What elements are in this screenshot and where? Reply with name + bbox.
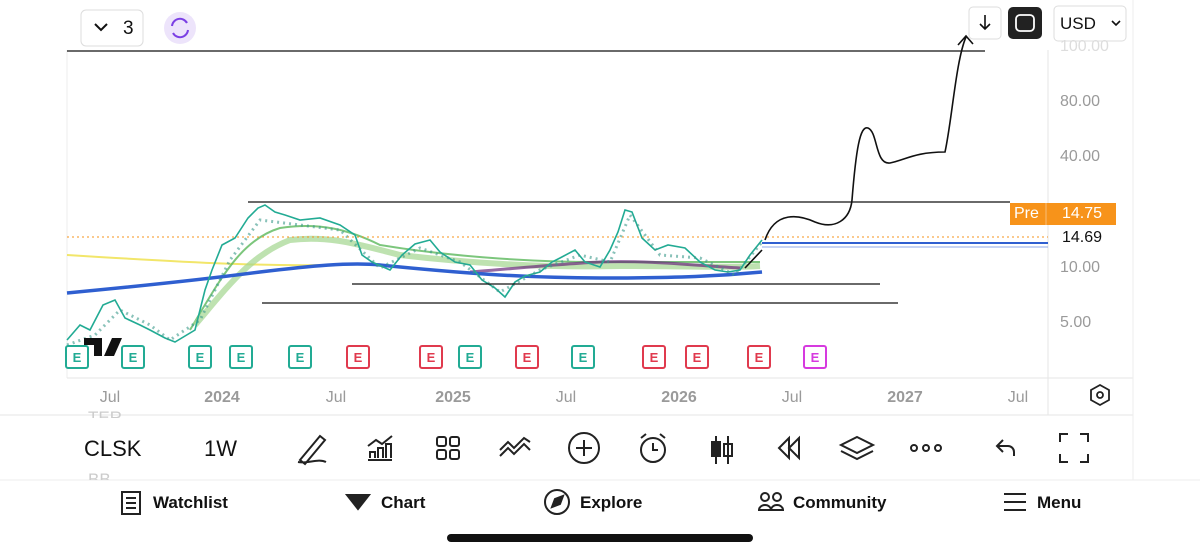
price-label: 10.00 (1060, 259, 1101, 276)
time-label: Jul (555, 389, 577, 406)
earnings-marker[interactable]: E (229, 345, 253, 369)
earnings-marker[interactable]: E (121, 345, 145, 369)
chevron (1111, 20, 1121, 27)
arrow-head (957, 34, 974, 46)
community-icon[interactable] (760, 492, 770, 502)
layout-tool[interactable] (436, 436, 447, 447)
earnings-marker[interactable]: E (515, 345, 539, 369)
interval[interactable]: 1W (204, 436, 237, 461)
add-tool[interactable] (568, 432, 600, 464)
sync-button[interactable] (164, 12, 196, 44)
ma-line (66, 262, 763, 295)
add-tool (576, 440, 592, 456)
chevron (94, 23, 108, 32)
earnings-marker[interactable]: E (288, 345, 312, 369)
menu-icon[interactable] (1004, 493, 1026, 511)
replay-tool[interactable] (777, 435, 800, 461)
candle-tool (711, 441, 721, 457)
nav-item[interactable]: Menu (1037, 493, 1082, 512)
layout-count: 3 (123, 18, 134, 39)
earnings-marker[interactable]: E (65, 345, 89, 369)
candles (66, 212, 764, 347)
alert-tool (640, 433, 666, 451)
toolbar-icons (297, 432, 1089, 466)
price-label: 80.00 (1060, 93, 1101, 110)
earnings-marker[interactable]: E (571, 345, 595, 369)
earnings-marker[interactable]: E (188, 345, 212, 369)
undo-tool[interactable] (995, 439, 1015, 456)
price-label: 5.00 (1060, 314, 1092, 331)
nav-item[interactable]: Community (793, 493, 887, 512)
pre-price-box (1010, 203, 1116, 225)
time-label: Jul (1007, 389, 1029, 406)
time-label: 2026 (661, 389, 697, 406)
indicators-tool[interactable] (367, 435, 393, 461)
settings-icon (1096, 391, 1104, 399)
fullscreen-icon (1015, 14, 1035, 32)
settings-icon[interactable] (1090, 383, 1110, 407)
price-label: 40.00 (1060, 148, 1101, 165)
currency-button[interactable] (1053, 5, 1127, 42)
earnings-marker[interactable]: E (642, 345, 666, 369)
explore-icon (550, 494, 565, 509)
symbol[interactable]: CLSK (84, 436, 142, 461)
faded-symbol: TER (88, 408, 122, 418)
community-icon (757, 504, 785, 511)
candle-tool (723, 443, 733, 457)
earnings-marker[interactable]: E (458, 345, 482, 369)
community-icon (772, 492, 782, 502)
currency: USD (1060, 14, 1096, 33)
layout-tool (436, 449, 447, 460)
compare-tool[interactable] (499, 436, 531, 457)
watchlist-icon[interactable] (121, 491, 141, 515)
draw-tool[interactable] (297, 434, 327, 466)
layout-tool (449, 436, 460, 447)
last-price: 14.69 (1062, 229, 1103, 246)
time-label: 2027 (887, 389, 923, 406)
price-label: 100.00 (1060, 38, 1109, 55)
time-label: Jul (325, 389, 347, 406)
pre-price: 14.75 (1062, 205, 1103, 222)
nav-icons (121, 489, 1026, 515)
nav-item[interactable]: Chart (381, 493, 426, 512)
logo (84, 338, 122, 356)
pre-label: Pre (1014, 205, 1039, 222)
more-tool (934, 444, 942, 452)
nav-item[interactable]: Explore (580, 493, 643, 512)
layers-tool[interactable] (838, 435, 876, 461)
earnings-marker[interactable]: E (803, 345, 827, 369)
earnings-marker[interactable]: E (685, 345, 709, 369)
earnings-marker[interactable]: E (346, 345, 370, 369)
more-tool (922, 444, 930, 452)
time-label: Jul (781, 389, 803, 406)
fullscreen-button[interactable] (1008, 7, 1042, 39)
drawn-arrow (744, 36, 967, 269)
price-path (66, 204, 763, 343)
ma-ribbon (469, 260, 741, 274)
download-icon (979, 15, 991, 31)
layout-button[interactable] (80, 9, 144, 47)
faded-symbol: BB (88, 470, 111, 480)
time-label: Jul (99, 389, 121, 406)
more-tool[interactable] (910, 444, 918, 452)
sync-icon (171, 17, 189, 39)
home-indicator (447, 534, 753, 542)
earnings-marker[interactable]: E (419, 345, 443, 369)
ma-ribbon (192, 235, 761, 327)
time-label: 2024 (204, 389, 240, 406)
ma-line (66, 254, 361, 267)
layout-tool (449, 449, 460, 460)
nav-item[interactable]: Watchlist (153, 493, 228, 512)
fullscreen-tool[interactable] (1059, 433, 1089, 463)
alert-tool[interactable] (640, 437, 666, 463)
chart-icon[interactable] (344, 494, 372, 511)
time-label: 2025 (435, 389, 471, 406)
earnings-marker[interactable]: E (747, 345, 771, 369)
explore-icon[interactable] (544, 489, 570, 515)
